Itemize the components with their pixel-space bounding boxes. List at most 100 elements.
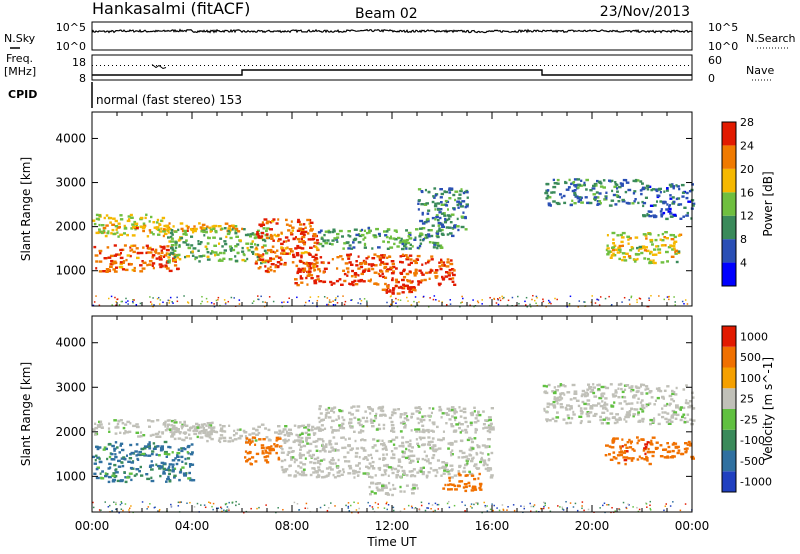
power-panel-band-5-cell xyxy=(347,257,351,260)
power-panel-band-3-cell xyxy=(194,257,197,261)
power-panel-band-11-cell xyxy=(685,196,689,200)
power-panel-band-2-cell xyxy=(162,228,166,231)
velocity-panel-band-5-cell xyxy=(419,407,423,411)
velocity-panel-band-9-cell xyxy=(619,445,622,448)
velocity-panel-scatter-point xyxy=(225,510,227,512)
power-panel-band-8-cell xyxy=(454,190,459,193)
power-panel-band-3-cell xyxy=(251,250,255,254)
velocity-panel-band-0-cell xyxy=(122,456,126,459)
power-panel-band-11-cell xyxy=(648,210,653,213)
velocity-panel-band-4-cell xyxy=(410,470,414,473)
velocity-panel-band-4-cell xyxy=(459,439,464,442)
velocity-panel-band-8-cell xyxy=(679,406,683,409)
power-panel-band-4-cell xyxy=(273,233,276,237)
power-panel-band-6-cell xyxy=(355,233,360,237)
power-panel-band-10-cell xyxy=(649,259,652,262)
velocity-panel-band-2-cell xyxy=(177,437,182,440)
velocity-panel-band-0-cell xyxy=(183,447,187,451)
velocity-panel-ytick-label: 2000 xyxy=(55,425,86,439)
power-panel-band-11-cell xyxy=(685,214,689,217)
power-panel-scatter-point xyxy=(308,300,311,302)
power-panel-band-5-cell xyxy=(329,280,333,284)
power-panel-band-4-cell xyxy=(295,252,300,255)
velocity-panel-band-7-cell xyxy=(467,481,471,485)
power-panel-band-3-cell xyxy=(223,227,227,230)
power-panel-scatter-point xyxy=(628,299,631,301)
velocity-panel-band-0-cell xyxy=(182,447,185,450)
velocity-panel-band-5-cell xyxy=(375,428,379,431)
velocity-panel-band-8-cell xyxy=(681,415,684,419)
velocity-panel-band-8-cell xyxy=(632,396,636,399)
velocity-panel-band-4-cell xyxy=(330,462,335,465)
velocity-panel-band-6-cell xyxy=(383,484,388,487)
velocity-panel-band-4-cell xyxy=(445,464,448,467)
velocity-panel-scatter-point xyxy=(357,511,360,514)
velocity-panel-scatter-point xyxy=(99,510,101,512)
velocity-panel-band-8-cell xyxy=(648,402,652,405)
power-panel-band-9-cell xyxy=(612,193,616,197)
velocity-panel-band-5-cell xyxy=(367,406,371,409)
power-panel-band-4-cell xyxy=(264,265,267,268)
power-panel-band-0-cell xyxy=(139,270,144,273)
velocity-panel-band-4-cell xyxy=(299,454,303,457)
power-panel-band-6-cell xyxy=(418,233,423,236)
velocity-panel-scatter-point xyxy=(477,502,479,505)
power-panel-band-10-cell xyxy=(633,258,638,261)
power-panel-band-0-cell xyxy=(147,247,152,250)
velocity-panel-band-10-cell xyxy=(654,446,659,450)
power-panel-band-10-cell xyxy=(636,257,639,261)
power-panel-band-9-cell xyxy=(576,178,581,181)
velocity-panel-scatter-point xyxy=(649,504,651,507)
power-panel-band-5-cell xyxy=(433,271,438,274)
power-panel-band-6-cell xyxy=(386,230,389,233)
velocity-panel-scatter-point xyxy=(348,510,351,512)
power-panel-band-4-cell xyxy=(291,229,294,232)
velocity-panel-band-0-cell xyxy=(121,464,125,468)
power-panel-band-10-cell xyxy=(649,238,654,242)
power-panel-band-5-cell xyxy=(360,272,364,276)
velocity-panel-band-2-cell xyxy=(245,439,248,442)
velocity-panel-band-4-cell xyxy=(325,467,330,470)
velocity-panel-band-2-cell xyxy=(173,430,178,434)
power-panel-band-4-cell xyxy=(296,220,301,224)
velocity-panel-band-0-cell xyxy=(150,468,154,471)
velocity-panel-band-4-cell xyxy=(357,462,361,465)
velocity-panel-band-0-cell xyxy=(134,450,138,453)
power-panel-band-11-cell xyxy=(676,185,680,188)
velocity-panel-band-1-cell xyxy=(96,424,101,427)
power-panel-band-5-cell xyxy=(434,276,438,279)
velocity-panel-scatter-point xyxy=(628,504,630,506)
velocity-panel-band-8-cell xyxy=(661,407,664,410)
velocity-panel-scatter-point xyxy=(636,506,638,509)
velocity-panel-band-8-cell xyxy=(636,401,639,404)
velocity-panel-band-5-cell xyxy=(340,425,344,428)
power-panel-scatter-point xyxy=(429,297,431,299)
velocity-panel-band-4-cell xyxy=(353,469,357,473)
power-panel-band-11-cell xyxy=(650,188,653,192)
power-panel-band-9-cell xyxy=(605,197,608,200)
power-panel-band-11-cell xyxy=(659,210,663,213)
power-panel-band-8-cell xyxy=(425,202,429,205)
power-panel-band-5-cell xyxy=(298,270,302,273)
velocity-panel-band-4-cell xyxy=(385,453,388,456)
power-panel-band-0-cell xyxy=(133,266,136,270)
velocity-panel-band-9-cell xyxy=(642,449,646,452)
velocity-panel-band-4-cell xyxy=(293,460,296,464)
power-panel-band-0-cell xyxy=(164,265,168,269)
power-panel-band-2-cell xyxy=(160,227,163,230)
velocity-panel-scatter-point xyxy=(512,504,515,506)
power-panel-scatter-point xyxy=(363,298,366,300)
power-panel-band-6-cell xyxy=(408,247,412,250)
velocity-panel-band-2-cell xyxy=(171,427,176,430)
power-panel-band-5-cell xyxy=(439,267,443,271)
power-panel-band-4-cell xyxy=(269,266,272,269)
velocity-panel-band-1-cell xyxy=(135,425,140,429)
power-panel-band-9-cell xyxy=(625,179,628,182)
power-panel-band-0-cell xyxy=(162,247,166,250)
velocity-panel-band-4-cell xyxy=(479,451,482,454)
power-panel-band-8-cell xyxy=(421,213,424,216)
velocity-panel-band-0-cell xyxy=(183,473,186,476)
velocity-panel-band-10-cell xyxy=(691,457,695,460)
power-panel-scatter-point xyxy=(149,296,151,298)
power-panel-band-10-cell xyxy=(675,260,679,264)
